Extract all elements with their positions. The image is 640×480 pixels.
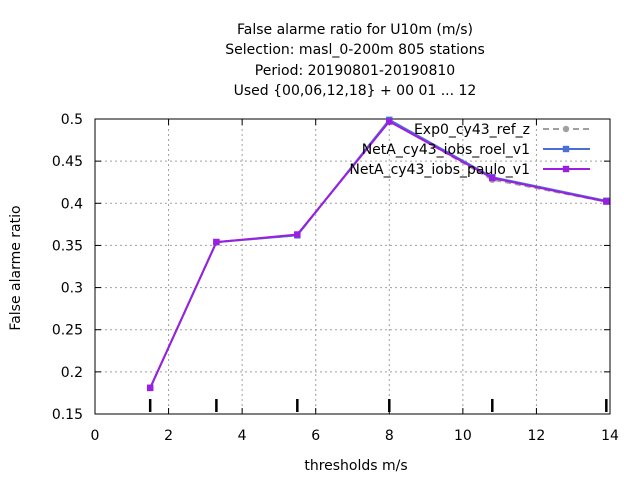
y-tick-label: 0.4 bbox=[61, 196, 83, 212]
title: False alarme ratio for U10m (m/s) Select… bbox=[225, 22, 485, 99]
data-point bbox=[562, 165, 570, 173]
data-point bbox=[213, 238, 220, 246]
series-line bbox=[149, 119, 607, 389]
series-1 bbox=[146, 117, 610, 392]
y-tick-label: 0.15 bbox=[52, 407, 83, 423]
title-line-2: Selection: masl_0-200m 805 stations bbox=[225, 42, 485, 58]
y-tick-label: 0.2 bbox=[61, 365, 83, 381]
legend-label: NetA_cy43_iobs_roel_v1 bbox=[362, 142, 530, 158]
x-tick-label: 4 bbox=[238, 428, 247, 444]
y-tick-label: 0.25 bbox=[52, 323, 83, 339]
series-line bbox=[149, 118, 607, 389]
data-point bbox=[489, 174, 496, 182]
y-tick-label: 0.5 bbox=[61, 112, 83, 128]
y-tick-label: 0.35 bbox=[52, 238, 83, 254]
series-layer bbox=[146, 116, 610, 392]
title-line-4: Used {00,06,12,18} + 00 01 ... 12 bbox=[234, 83, 477, 99]
x-tick-label: 2 bbox=[164, 428, 173, 444]
y-tick-label: 0.3 bbox=[61, 281, 83, 297]
data-point bbox=[603, 198, 610, 205]
x-tick-label: 12 bbox=[528, 428, 546, 444]
data-point bbox=[146, 384, 154, 392]
legend-label: NetA_cy43_iobs_paulo_v1 bbox=[349, 162, 530, 178]
x-axis-label: thresholds m/s bbox=[304, 458, 407, 474]
y-axis-label: False alarme ratio bbox=[8, 205, 24, 330]
series-line bbox=[149, 120, 607, 389]
title-line-3: Period: 20190801-20190810 bbox=[255, 63, 455, 79]
data-point bbox=[294, 231, 301, 238]
data-point bbox=[562, 145, 570, 153]
y-axis-ticks: 0.15 0.2 0.25 0.3 0.35 0.4 0.45 0.5 bbox=[52, 112, 610, 423]
x-axis-ticks: 0 2 4 6 8 10 12 14 bbox=[91, 119, 619, 444]
legend: Exp0_cy43_ref_z NetA_cy43_iobs_roel_v1 Net… bbox=[349, 122, 590, 178]
x-tick-label: 14 bbox=[601, 428, 619, 444]
x-tick-label: 0 bbox=[91, 428, 100, 444]
plot-frame bbox=[94, 118, 611, 415]
data-point bbox=[386, 118, 393, 125]
x-tick-label: 10 bbox=[454, 428, 472, 444]
grid bbox=[95, 119, 610, 414]
threshold-markers bbox=[148, 399, 608, 412]
legend-label: Exp0_cy43_ref_z bbox=[414, 122, 530, 138]
data-point bbox=[562, 125, 570, 133]
x-tick-label: 6 bbox=[311, 428, 320, 444]
series-3 bbox=[146, 118, 610, 392]
x-tick-label: 8 bbox=[385, 428, 394, 444]
title-line-1: False alarme ratio for U10m (m/s) bbox=[237, 22, 473, 38]
y-tick-label: 0.45 bbox=[52, 154, 83, 170]
